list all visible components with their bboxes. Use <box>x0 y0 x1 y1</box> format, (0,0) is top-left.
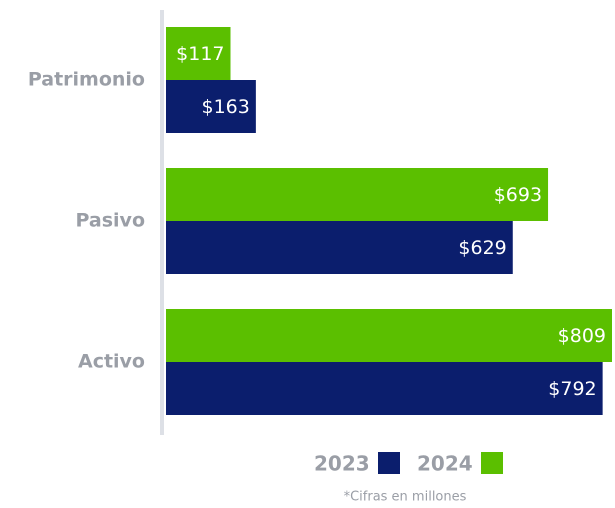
value-label: $163 <box>202 96 250 118</box>
bar <box>166 362 603 415</box>
legend-swatch <box>378 452 400 474</box>
bar <box>166 221 513 274</box>
value-label: $629 <box>458 237 506 259</box>
legend-label: 2024 <box>417 452 473 476</box>
value-label: $792 <box>548 378 596 400</box>
legend-swatch <box>481 452 503 474</box>
value-label: $693 <box>494 184 542 206</box>
bar <box>166 27 231 80</box>
bar <box>166 80 256 133</box>
category-label: Pasivo <box>76 210 146 232</box>
category-label: Patrimonio <box>28 69 145 91</box>
legend-label: 2023 <box>314 452 370 476</box>
value-label: $809 <box>558 325 606 347</box>
bar <box>166 309 612 362</box>
value-label: $117 <box>176 43 224 65</box>
category-label: Activo <box>78 351 145 373</box>
footnote: *Cifras en millones <box>344 490 467 505</box>
bar <box>166 168 549 221</box>
